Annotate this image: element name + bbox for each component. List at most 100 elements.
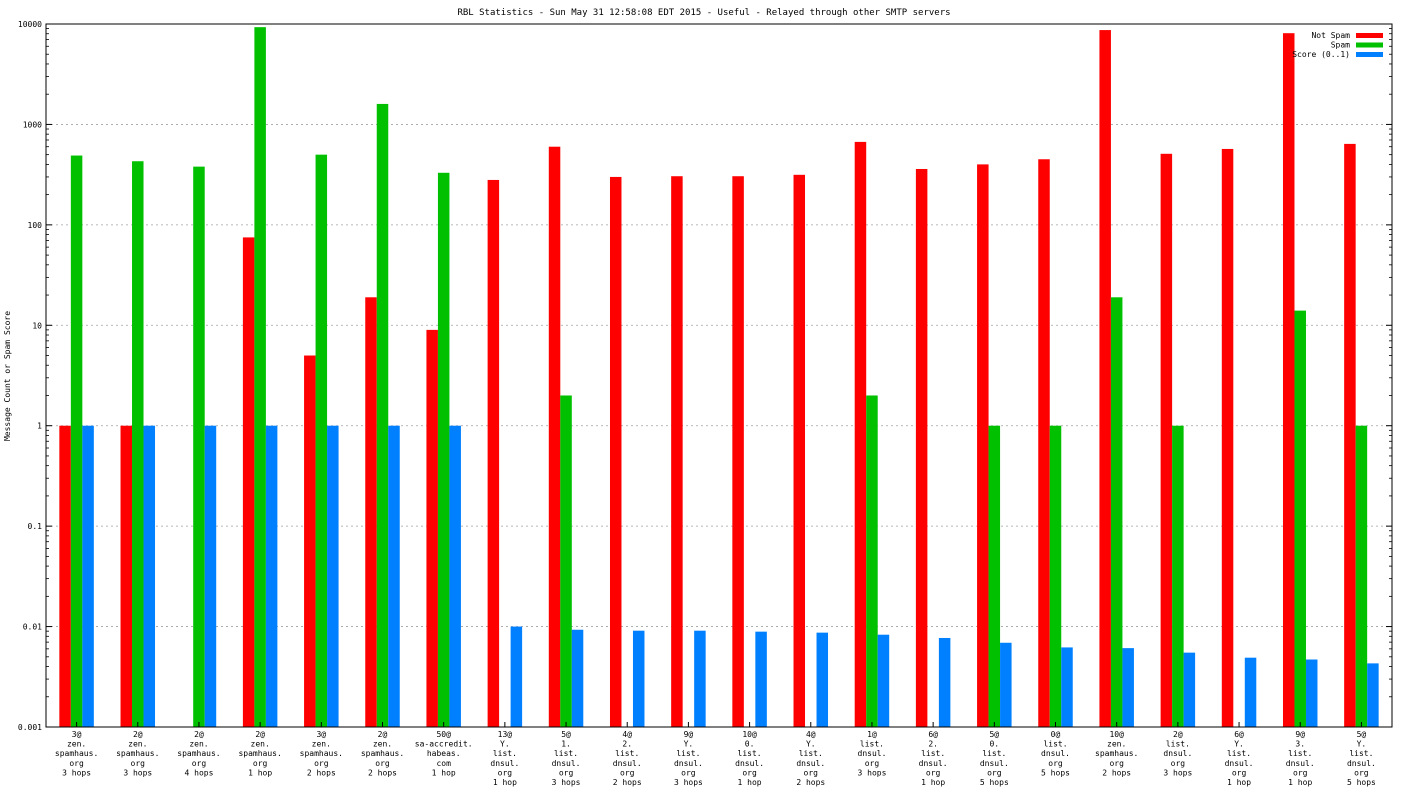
x-tick-label: list.	[860, 740, 884, 749]
x-tick-label: list.	[799, 749, 823, 758]
bar-score-0-1-19	[1244, 657, 1257, 727]
x-tick-label: 10@	[742, 730, 757, 739]
bars	[59, 27, 1379, 728]
x-tick-label: zen.	[312, 740, 331, 749]
x-tick-label: 5@	[989, 730, 999, 739]
legend-label: Not Spam	[1311, 31, 1350, 40]
bar-not-spam-18	[1160, 153, 1173, 727]
bar-score-0-1-9	[632, 630, 645, 727]
bar-spam-20	[1294, 310, 1306, 727]
x-tick-label: dnsul.	[980, 759, 1009, 768]
x-tick-label: list.	[554, 749, 578, 758]
x-tick-label: sa-accredit.	[415, 740, 473, 749]
x-tick-label: 2 hops	[307, 768, 336, 777]
x-tick-label: 2@	[378, 730, 388, 739]
x-tick-label: 5 hops	[980, 778, 1009, 787]
x-tick-label: 0.	[989, 740, 999, 749]
legend-swatch	[1356, 33, 1383, 38]
x-tick-label: list.	[982, 749, 1006, 758]
x-tick-label: 3.	[1295, 740, 1305, 749]
x-tick-label: org	[314, 759, 329, 768]
bar-spam-21	[1355, 425, 1368, 727]
x-tick-label: 9@	[684, 730, 694, 739]
x-tick-label: 2@	[133, 730, 143, 739]
bar-score-0-1-7	[510, 626, 523, 727]
x-tick-label: 2 hops	[1102, 768, 1131, 777]
y-tick-label: 1000	[23, 120, 42, 129]
legend-label: Score (0..1)	[1292, 50, 1350, 59]
x-tick-label: org	[375, 759, 390, 768]
y-tick-label: 0.1	[28, 522, 43, 531]
legend-swatch	[1356, 42, 1383, 48]
x-tick-label: org	[804, 768, 819, 777]
bar-not-spam-14	[915, 168, 928, 728]
x-tick-label: dnsul.	[735, 759, 764, 768]
x-tick-label: list.	[1166, 740, 1190, 749]
bar-spam-16	[1049, 425, 1062, 727]
x-tick-label: 3 hops	[123, 768, 152, 777]
x-tick-label: spamhaus.	[361, 749, 404, 758]
x-tick-label: dnsul.	[1286, 759, 1315, 768]
x-tick-label: org	[926, 768, 941, 777]
bar-score-0-1-21	[1367, 663, 1379, 727]
x-tick-label: 3 hops	[1163, 768, 1192, 777]
bar-not-spam-10	[671, 176, 683, 727]
x-tick-label: zen.	[1107, 740, 1126, 749]
bar-spam-6	[437, 172, 450, 728]
chart-title: RBL Statistics - Sun May 31 12:58:08 EDT…	[457, 8, 950, 18]
x-tick-label: list.	[1349, 749, 1373, 758]
x-tick-label: 2.	[928, 740, 938, 749]
x-tick-label: zen.	[128, 740, 147, 749]
x-tick-label: 2@	[194, 730, 204, 739]
x-tick-label: 2 hops	[368, 768, 397, 777]
x-tick-label: org	[498, 768, 513, 777]
bar-not-spam-0	[59, 425, 71, 727]
x-tick-label: 1 hop	[921, 778, 945, 787]
bar-not-spam-5	[365, 297, 377, 727]
bar-spam-5	[376, 103, 389, 728]
x-tick-label: 10@	[1109, 730, 1124, 739]
x-tick-label: dnsul.	[1041, 749, 1070, 758]
x-tick-label: spamhaus.	[116, 749, 159, 758]
x-tick-label: list.	[1043, 740, 1067, 749]
x-tick-label: 1 hop	[1288, 778, 1312, 787]
x-tick-label: dnsul.	[490, 759, 519, 768]
x-tick-label: 6@	[928, 730, 938, 739]
y-tick-label: 0.01	[23, 623, 42, 632]
legend-swatch	[1356, 52, 1383, 57]
bar-spam-2	[193, 166, 205, 727]
legend-label: Spam	[1331, 41, 1350, 50]
x-tick-label: 2@	[1173, 730, 1183, 739]
bar-score-0-1-20	[1305, 659, 1318, 727]
bar-spam-13	[866, 395, 878, 727]
y-tick-label: 1	[37, 422, 42, 431]
x-tick-label: 5 hops	[1041, 768, 1070, 777]
x-tick-label: 1@	[867, 730, 877, 739]
x-tick-label: spamhaus.	[300, 749, 343, 758]
x-tick-label: spamhaus.	[177, 749, 220, 758]
x-tick-label: 2@	[255, 730, 265, 739]
bar-score-0-1-13	[877, 634, 890, 727]
x-tick-label: 5@	[561, 730, 571, 739]
x-tick-label: org	[253, 759, 268, 768]
bar-score-0-1-1	[143, 425, 156, 727]
x-tick-label: 1 hop	[248, 768, 272, 777]
x-tick-label: 1 hop	[738, 778, 762, 787]
x-tick-label: Y.	[684, 740, 694, 749]
x-tick-label: 1 hop	[1227, 778, 1251, 787]
x-tick-label: org	[865, 759, 880, 768]
bar-score-0-1-15	[1000, 642, 1012, 727]
plot-frame	[45, 23, 1393, 728]
y-tick-label: 0.001	[18, 723, 42, 732]
x-tick-label: 0@	[1051, 730, 1061, 739]
x-tick-label: habeas.	[427, 749, 461, 758]
bar-score-0-1-4	[327, 425, 339, 727]
bar-not-spam-1	[120, 425, 133, 727]
x-tick-label: org	[192, 759, 207, 768]
x-tick-label: list.	[1288, 749, 1312, 758]
x-tick-label: org	[1354, 768, 1369, 777]
bar-score-0-1-11	[755, 631, 767, 727]
bar-not-spam-16	[1038, 159, 1050, 728]
